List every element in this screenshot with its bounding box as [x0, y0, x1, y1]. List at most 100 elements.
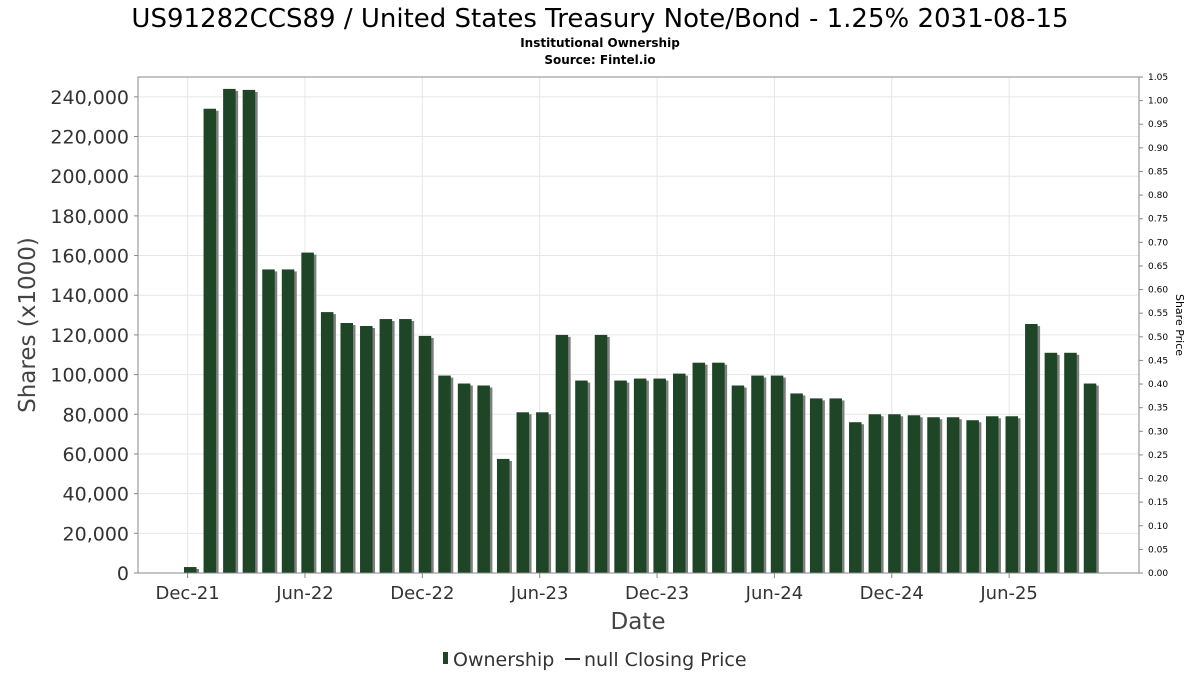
- ownership-bar: [751, 375, 764, 573]
- plot-area-border: [137, 76, 1140, 574]
- ownership-bar: [1044, 352, 1058, 573]
- y-tick-label: 240,000: [50, 87, 129, 109]
- y2-axis-title: Share Price: [1173, 294, 1186, 356]
- y2-axis-ticks: 0.00 0.05 0.10 0.15 0.20 0.25 0.30 0.35 0.40 0.45…: [1139, 73, 1168, 579]
- y-tick-label: 180,000: [50, 206, 129, 228]
- ownership-bar: [340, 323, 353, 573]
- ownership-bar: [281, 269, 295, 573]
- y-tick-label: 20,000: [63, 523, 129, 545]
- legend-ownership-swatch: [443, 652, 448, 664]
- ownership-bar: [868, 414, 882, 573]
- x-axis-title: Date: [611, 609, 666, 635]
- ownership-bar: [809, 398, 823, 573]
- legend-closing-price-label: null Closing Price: [584, 649, 747, 671]
- y2-tick-label: 0.70: [1148, 238, 1168, 248]
- y2-tick-label: 0.55: [1148, 309, 1168, 319]
- x-tick-label: Jun-22: [275, 583, 334, 604]
- ownership-bar: [1083, 383, 1097, 573]
- ownership-bar: [438, 375, 451, 573]
- legend: Ownership null Closing Price: [443, 649, 747, 671]
- x-tick-label: Dec-24: [860, 583, 924, 604]
- ownership-bar: [242, 89, 256, 574]
- x-tick-label: Jun-24: [745, 583, 804, 604]
- legend-ownership-label: Ownership: [453, 649, 554, 671]
- y-axis-title: Shares (x1000): [15, 237, 41, 413]
- ownership-bar: [223, 88, 236, 574]
- ownership-bar: [399, 319, 412, 573]
- y-tick-label: 60,000: [63, 444, 129, 466]
- y2-tick-label: 0.40: [1148, 380, 1168, 390]
- y-tick-label: 140,000: [50, 285, 129, 307]
- y-tick-label: 0: [117, 563, 129, 585]
- y-tick-label: 80,000: [63, 404, 129, 426]
- y-tick-label: 100,000: [50, 365, 129, 387]
- ownership-bar: [379, 319, 393, 573]
- ownership-bar: [790, 393, 803, 573]
- ownership-bar: [633, 378, 647, 573]
- y2-tick-label: 0.60: [1148, 286, 1168, 296]
- chart-subtitle-ownership: Institutional Ownership: [520, 36, 680, 50]
- ownership-bar: [849, 422, 862, 573]
- x-tick-label: Dec-23: [625, 583, 689, 604]
- ownership-bars: [184, 88, 1099, 574]
- ownership-bar: [731, 385, 745, 573]
- y2-tick-label: 0.85: [1148, 167, 1168, 177]
- y2-tick-label: 0.90: [1148, 144, 1168, 154]
- chart-title: US91282CCS89 / United States Treasury No…: [131, 4, 1068, 34]
- x-tick-label: Jun-25: [979, 583, 1038, 604]
- ownership-bar: [320, 312, 334, 573]
- chart-subtitle-source: Source: Fintel.io: [544, 53, 655, 67]
- ownership-bar: [1025, 324, 1038, 573]
- ownership-bar: [1005, 416, 1019, 573]
- y2-tick-label: 0.05: [1148, 545, 1168, 555]
- y2-tick-label: 0.45: [1148, 356, 1168, 366]
- ownership-bar: [829, 398, 842, 573]
- y-tick-label: 200,000: [50, 166, 129, 188]
- ownership-bar: [457, 383, 471, 573]
- ownership-bar: [516, 412, 530, 573]
- y2-tick-label: 0.75: [1148, 215, 1168, 225]
- x-tick-label: Jun-23: [510, 583, 569, 604]
- ownership-bar: [360, 325, 373, 573]
- x-tick-label: Dec-21: [156, 583, 220, 604]
- ownership-bar: [927, 417, 940, 573]
- ownership-bar: [946, 417, 960, 573]
- ownership-bar: [692, 362, 706, 573]
- y2-tick-label: 0.50: [1148, 333, 1168, 343]
- ownership-bar: [712, 362, 725, 573]
- ownership-bar: [770, 375, 784, 573]
- y2-tick-label: 0.65: [1148, 262, 1168, 272]
- y2-tick-label: 0.35: [1148, 404, 1168, 414]
- y-tick-label: 120,000: [50, 325, 129, 347]
- y2-tick-label: 0.20: [1148, 475, 1168, 485]
- y2-tick-label: 0.80: [1148, 191, 1168, 201]
- x-tick-label: Dec-22: [390, 583, 454, 604]
- ownership-bar: [184, 567, 197, 573]
- y2-tick-label: 1.05: [1148, 73, 1168, 83]
- y2-tick-label: 0.30: [1148, 427, 1168, 437]
- ownership-bar: [966, 420, 979, 573]
- ownership-bar: [262, 269, 275, 573]
- y-tick-label: 220,000: [50, 127, 129, 149]
- ownership-bar: [418, 335, 432, 573]
- ownership-bar: [653, 378, 666, 573]
- ownership-bar: [1064, 352, 1077, 573]
- ownership-bar: [203, 108, 217, 573]
- ownership-bar: [888, 414, 901, 573]
- y2-tick-label: 0.15: [1148, 498, 1168, 508]
- ownership-bar: [536, 412, 549, 573]
- y2-tick-label: 0.95: [1148, 120, 1168, 130]
- y-axis-ticks: 0 20,000 40,000 60,000 80,000 100,000 120,000 1…: [50, 87, 138, 585]
- y-tick-label: 40,000: [63, 484, 129, 506]
- ownership-bar: [575, 380, 588, 573]
- y2-tick-label: 1.00: [1148, 97, 1168, 107]
- x-axis-ticks: Dec-21 Jun-22 Dec-22 Jun-23 Dec-23 Jun-24 Dec-…: [156, 573, 1038, 604]
- ownership-bar: [985, 416, 999, 573]
- ownership-bar: [673, 373, 686, 573]
- ownership-bar: [555, 334, 569, 573]
- ownership-bar: [614, 380, 627, 573]
- y-tick-label: 160,000: [50, 246, 129, 268]
- y2-tick-label: 0.10: [1148, 522, 1168, 532]
- y2-tick-label: 0.00: [1148, 569, 1168, 579]
